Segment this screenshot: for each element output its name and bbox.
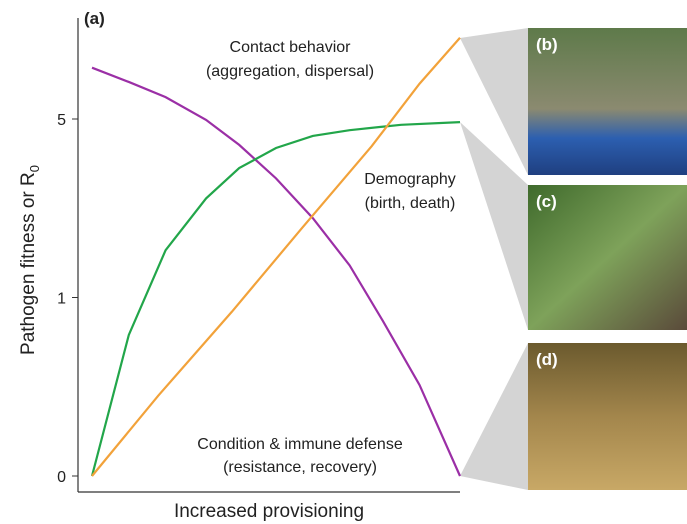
y-label-text: Pathogen fitness or R xyxy=(18,172,39,355)
photo-label: (d) xyxy=(536,350,558,369)
photo-label: (b) xyxy=(536,35,558,54)
y-tick-label: 0 xyxy=(57,469,66,486)
annotation: (aggregation, dispersal) xyxy=(206,63,374,80)
annotation: (birth, death) xyxy=(365,195,456,212)
photo-label: (c) xyxy=(536,192,557,211)
y-tick-label: 1 xyxy=(57,291,66,308)
figure: (b) (c) (d) (a) Increased provisioning P… xyxy=(0,0,687,524)
y-label: Pathogen fitness or R0 xyxy=(18,165,42,355)
series-line xyxy=(92,68,460,476)
annotation: Condition & immune defense xyxy=(197,436,403,453)
annotation: (resistance, recovery) xyxy=(223,459,377,476)
connector xyxy=(460,343,528,490)
series-line xyxy=(92,38,460,476)
annotation: Demography xyxy=(364,171,456,188)
y-label-subscript: 0 xyxy=(27,165,42,172)
y-tick-label: 5 xyxy=(57,112,66,129)
panel-label: (a) xyxy=(84,9,105,28)
x-label: Increased provisioning xyxy=(174,501,364,522)
annotation: Contact behavior xyxy=(230,39,352,56)
